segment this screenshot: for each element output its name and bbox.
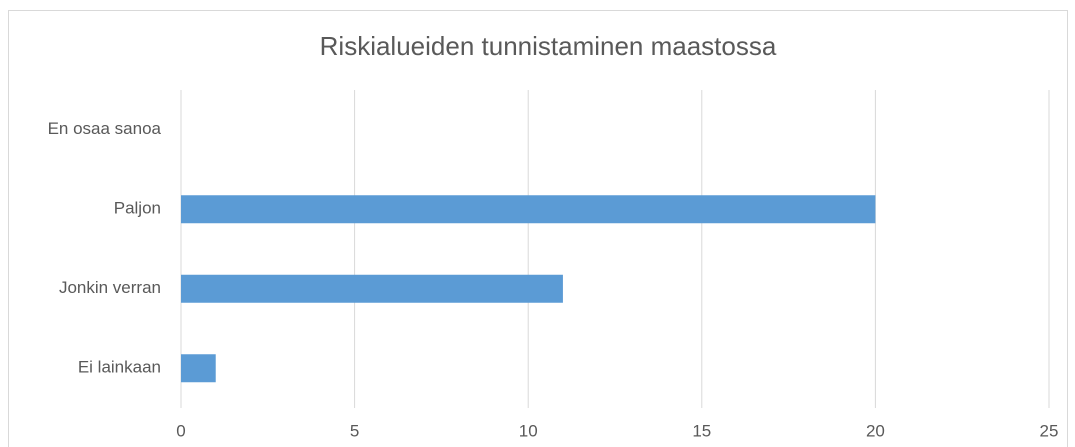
y-tick-label: Jonkin verran (59, 278, 161, 297)
x-tick-label: 10 (519, 421, 538, 440)
chart-title: Riskialueiden tunnistaminen maastossa (320, 31, 777, 61)
x-tick-label: 15 (692, 421, 711, 440)
x-tick-label: 5 (350, 421, 359, 440)
bar (181, 354, 216, 383)
y-tick-label: Ei lainkaan (78, 358, 161, 377)
y-tick-label: Paljon (114, 199, 161, 218)
bar (181, 195, 876, 224)
chart-frame (8, 10, 1068, 447)
x-tick-label: 0 (176, 421, 185, 440)
x-tick-label: 25 (1040, 421, 1059, 440)
bar (181, 274, 563, 303)
y-tick-label: En osaa sanoa (48, 119, 162, 138)
x-tick-label: 20 (866, 421, 885, 440)
